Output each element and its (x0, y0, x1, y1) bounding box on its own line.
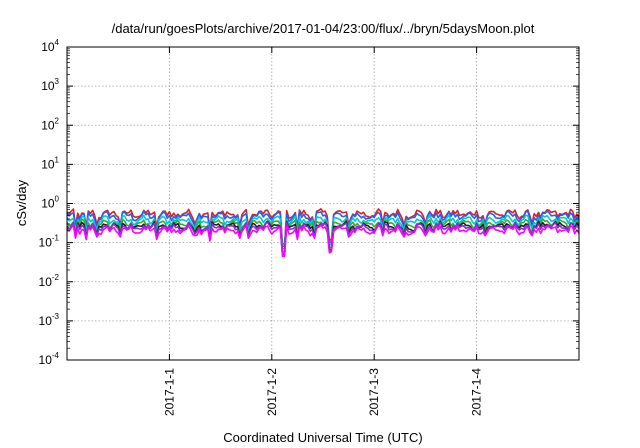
x-tick-label: 2017-1-2 (265, 368, 279, 416)
y-axis-label: cSv/day (14, 179, 29, 226)
series-line (66, 221, 580, 256)
series-line (66, 224, 580, 258)
y-tick-label: 101 (41, 155, 59, 171)
series-line (66, 208, 580, 245)
series-line (66, 210, 580, 247)
x-tick-label: 2017-1-1 (162, 368, 176, 416)
x-axis-label: Coordinated Universal Time (UTC) (223, 430, 422, 445)
y-axis-ticks: 10-4 10-3 10-2 10-1 100 101 102 103 104 (39, 38, 579, 367)
series-line (66, 214, 580, 250)
y-tick-label: 103 (41, 77, 59, 93)
x-tick-label: 2017-1-4 (470, 368, 484, 416)
y-tick-label: 10-4 (39, 351, 60, 367)
x-axis-ticks: 2017-1-1 2017-1-2 2017-1-3 2017-1-4 (162, 47, 484, 416)
y-tick-label: 104 (41, 38, 59, 54)
y-tick-label: 102 (41, 116, 59, 132)
chart-title: /data/run/goesPlots/archive/2017-01-04/2… (112, 21, 535, 36)
gridlines (67, 47, 579, 360)
y-tick-label: 10-2 (39, 273, 60, 289)
series-layer (66, 208, 580, 258)
y-tick-label: 10-1 (39, 234, 60, 250)
x-tick-label: 2017-1-3 (367, 368, 381, 416)
y-tick-label: 100 (41, 195, 59, 211)
y-tick-label: 10-3 (39, 312, 60, 328)
